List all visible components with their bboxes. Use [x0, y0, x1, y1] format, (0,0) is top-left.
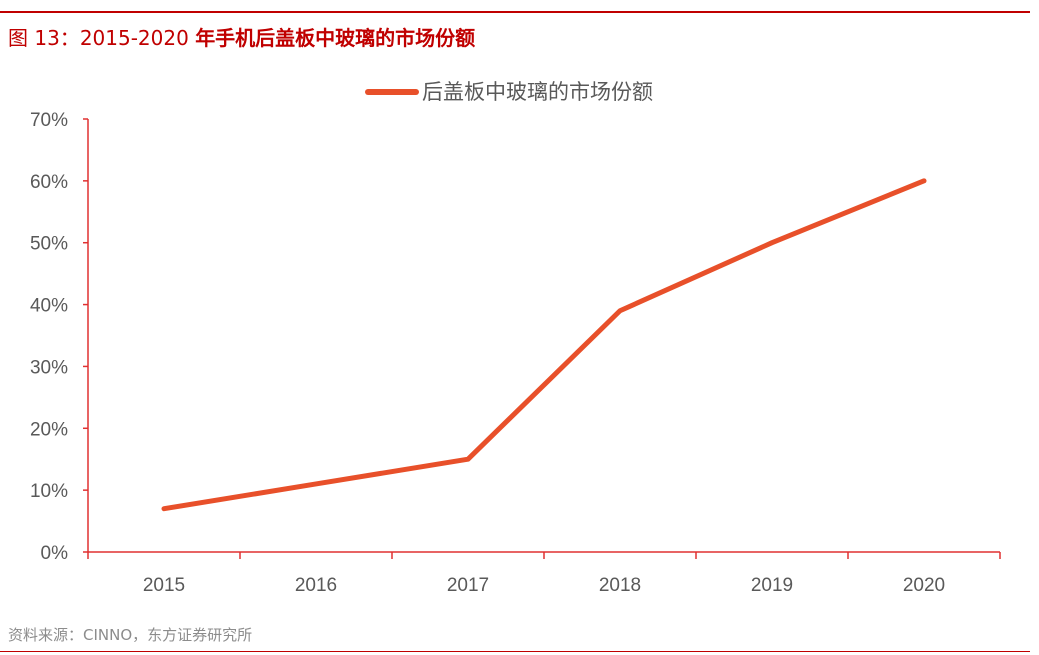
y-tick-label: 10% — [30, 481, 68, 502]
y-tick-label: 0% — [41, 543, 69, 564]
series-line — [161, 178, 927, 512]
y-tick-label: 40% — [30, 296, 68, 317]
y-tick-label: 30% — [30, 357, 68, 378]
y-tick-label: 60% — [30, 172, 68, 193]
y-tick-label: 50% — [30, 234, 68, 255]
figure-title: 图 13：2015-2020 年手机后盖板中玻璃的市场份额 — [8, 22, 475, 51]
top-rule — [0, 11, 1030, 13]
legend: 后盖板中玻璃的市场份额 — [365, 80, 653, 104]
x-tick-label: 2016 — [295, 575, 337, 596]
x-tick-label: 2017 — [447, 575, 489, 596]
title-text: 年手机后盖板中玻璃的市场份额 — [195, 26, 476, 50]
bottom-rule — [0, 651, 1030, 652]
legend-label: 后盖板中玻璃的市场份额 — [422, 80, 653, 104]
figure-label: 图 13： — [8, 26, 80, 50]
x-tick-label: 2020 — [903, 575, 945, 596]
x-tick-label: 2015 — [143, 575, 185, 596]
source-note: 资料来源：CINNO，东方证券研究所 — [8, 626, 253, 644]
x-tick-label: 2019 — [751, 575, 793, 596]
title-year: 2015-2020 — [79, 26, 196, 50]
x-tick-label: 2018 — [599, 575, 641, 596]
y-tick-label: 20% — [30, 419, 68, 440]
y-tick-label: 70% — [30, 110, 68, 131]
